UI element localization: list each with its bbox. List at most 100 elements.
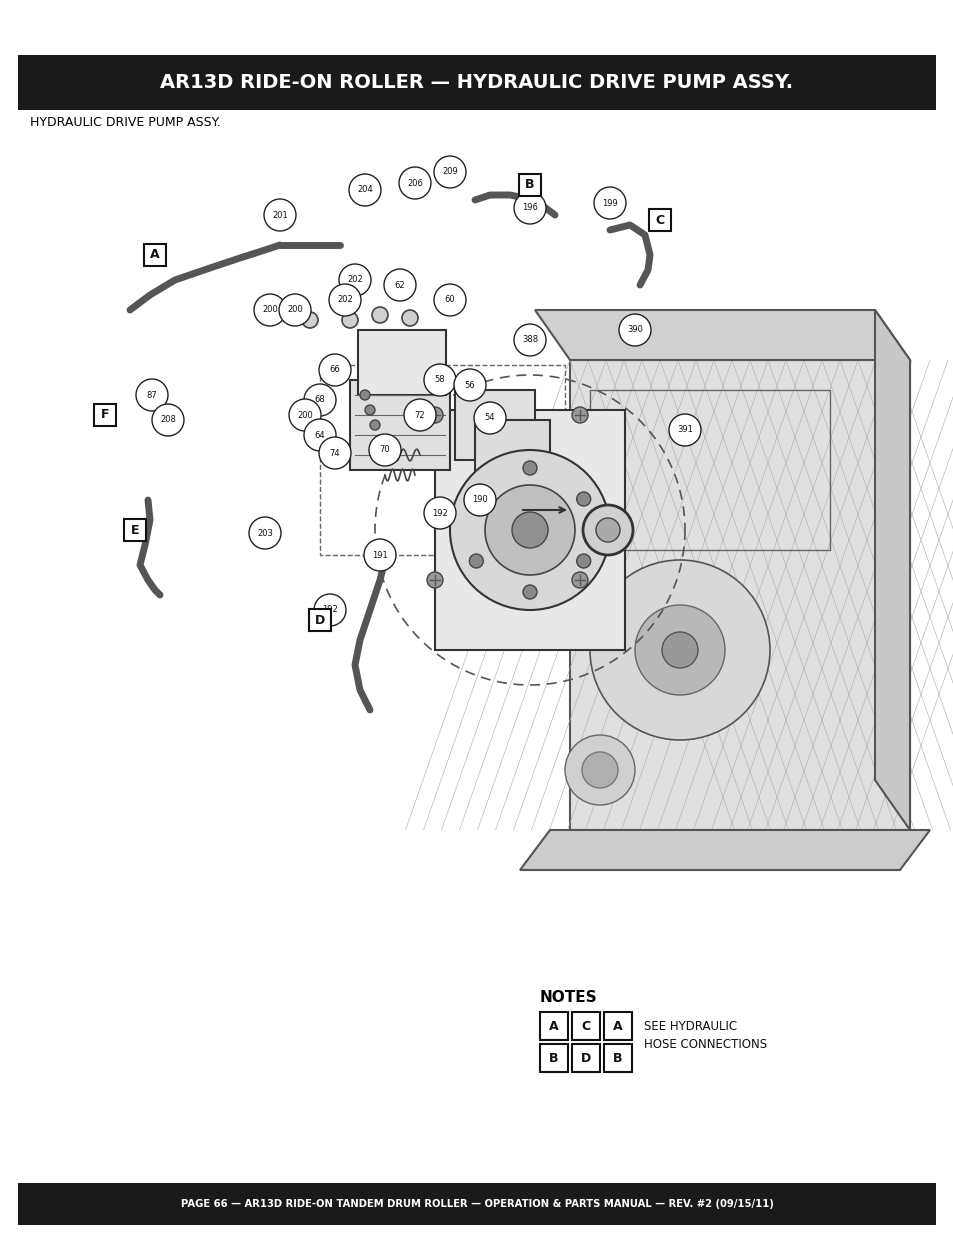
Polygon shape [519,830,929,869]
Circle shape [349,174,380,206]
Text: 58: 58 [435,375,445,384]
Text: 200: 200 [262,305,277,315]
Circle shape [384,269,416,301]
Circle shape [152,404,184,436]
Circle shape [249,517,281,550]
Text: 60: 60 [444,295,455,305]
Bar [518,174,540,196]
Circle shape [512,513,547,548]
Bar [124,519,146,541]
Circle shape [398,167,431,199]
Text: 202: 202 [336,295,353,305]
Circle shape [522,461,537,475]
Text: 203: 203 [256,529,273,537]
Text: B: B [549,1051,558,1065]
Circle shape [582,505,633,555]
Bar [589,390,829,550]
Text: HYDRAULIC DRIVE PUMP ASSY.: HYDRAULIC DRIVE PUMP ASSY. [30,116,220,128]
Bar [569,359,909,830]
Circle shape [341,312,357,329]
Text: 391: 391 [677,426,692,435]
Bar [309,609,331,631]
Text: AR13D RIDE-ON ROLLER — HYDRAULIC DRIVE PUMP ASSY.: AR13D RIDE-ON ROLLER — HYDRAULIC DRIVE P… [160,73,793,91]
Text: 200: 200 [287,305,302,315]
Circle shape [375,435,385,445]
Circle shape [668,414,700,446]
Circle shape [136,379,168,411]
Circle shape [596,517,619,542]
Circle shape [427,408,442,424]
Circle shape [661,632,698,668]
Circle shape [577,555,590,568]
Bar [572,1011,599,1040]
Text: 192: 192 [322,605,337,615]
Text: C: C [580,1020,590,1032]
Circle shape [581,752,618,788]
Text: 64: 64 [314,431,325,440]
Circle shape [423,364,456,396]
Text: C: C [655,214,664,226]
Circle shape [635,605,724,695]
Bar [94,404,116,426]
Circle shape [427,572,442,588]
Circle shape [618,314,650,346]
Bar [144,245,166,266]
Text: 199: 199 [601,199,618,207]
Bar [455,390,535,459]
Circle shape [264,199,295,231]
Circle shape [372,308,388,324]
Text: 208: 208 [160,415,175,425]
Circle shape [474,403,505,433]
Text: PAGE 66 — AR13D RIDE-ON TANDEM DRUM ROLLER — OPERATION & PARTS MANUAL — REV. #2 : PAGE 66 — AR13D RIDE-ON TANDEM DRUM ROLL… [180,1199,773,1209]
Circle shape [318,354,351,387]
Text: 66: 66 [330,366,340,374]
Bar [539,1044,567,1072]
Text: D: D [314,614,325,626]
Bar [435,410,624,650]
Text: HOSE CONNECTIONS: HOSE CONNECTIONS [643,1037,766,1051]
Circle shape [329,284,360,316]
Circle shape [278,294,311,326]
Text: 201: 201 [272,210,288,220]
Text: 209: 209 [441,168,457,177]
Text: 204: 204 [356,185,373,194]
Polygon shape [874,310,909,830]
Bar [572,1044,599,1072]
Circle shape [369,433,400,466]
Circle shape [463,484,496,516]
Circle shape [318,437,351,469]
Bar [648,209,670,231]
Bar [475,420,550,530]
Bar [603,1044,631,1072]
Text: 54: 54 [484,414,495,422]
Text: NOTES: NOTES [539,990,597,1005]
Text: SEE HYDRAULIC: SEE HYDRAULIC [643,1020,737,1032]
Bar [603,1011,631,1040]
Circle shape [450,450,609,610]
Text: 62: 62 [395,280,405,289]
Text: 196: 196 [521,204,537,212]
Circle shape [469,492,483,506]
Bar [18,1183,935,1225]
Circle shape [577,492,590,506]
Circle shape [304,384,335,416]
Text: 206: 206 [407,179,422,188]
Text: A: A [150,248,160,262]
Circle shape [514,191,545,224]
Text: F: F [101,409,110,421]
Bar [357,330,446,395]
Circle shape [338,264,371,296]
Circle shape [359,390,370,400]
Circle shape [484,485,575,576]
Bar [539,1011,567,1040]
Circle shape [434,284,465,316]
Text: 87: 87 [147,390,157,399]
Text: 72: 72 [415,410,425,420]
Text: 200: 200 [296,410,313,420]
Circle shape [401,310,417,326]
Text: 202: 202 [347,275,362,284]
Text: A: A [613,1020,622,1032]
Circle shape [403,399,436,431]
Bar [18,56,935,110]
Circle shape [289,399,320,431]
